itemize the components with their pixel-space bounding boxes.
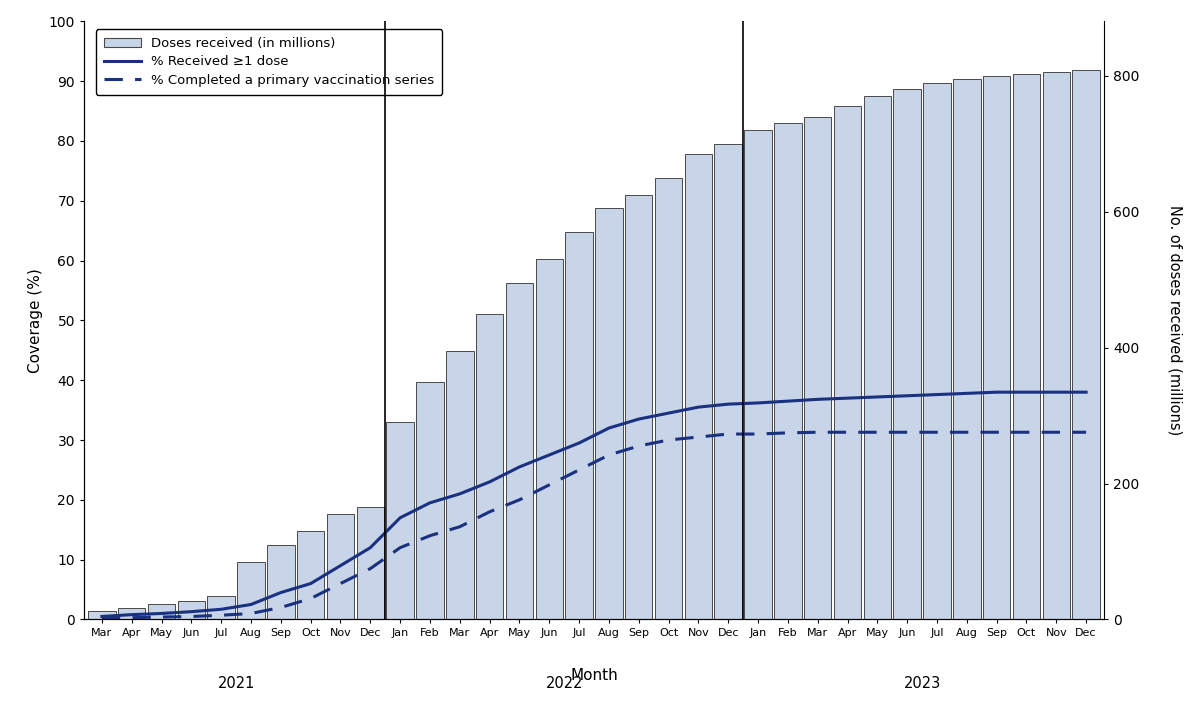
Bar — [744, 130, 772, 619]
Bar — [505, 283, 533, 619]
Bar — [655, 178, 683, 619]
X-axis label: Month: Month — [570, 669, 618, 684]
Bar — [834, 106, 862, 619]
Bar — [178, 601, 205, 619]
Bar — [595, 209, 623, 619]
Bar — [894, 89, 920, 619]
Bar — [88, 611, 115, 619]
Bar — [535, 259, 563, 619]
Bar — [923, 83, 950, 619]
Bar — [625, 194, 653, 619]
Bar — [296, 531, 324, 619]
Text: 2021: 2021 — [217, 676, 254, 691]
Text: 2022: 2022 — [546, 676, 583, 691]
Bar — [148, 604, 175, 619]
Bar — [268, 545, 294, 619]
Bar — [685, 154, 712, 619]
Bar — [1013, 74, 1040, 619]
Bar — [118, 608, 145, 619]
Bar — [774, 123, 802, 619]
Bar — [238, 562, 265, 619]
Bar — [714, 144, 742, 619]
Bar — [446, 351, 474, 619]
Legend: Doses received (in millions), % Received ≥1 dose, % Completed a primary vaccinat: Doses received (in millions), % Received… — [96, 29, 442, 95]
Bar — [983, 75, 1010, 619]
Bar — [804, 117, 832, 619]
Bar — [326, 514, 354, 619]
Y-axis label: Coverage (%): Coverage (%) — [28, 268, 43, 373]
Text: 2023: 2023 — [904, 676, 941, 691]
Bar — [208, 596, 235, 619]
Bar — [356, 507, 384, 619]
Bar — [476, 313, 503, 619]
Bar — [864, 96, 892, 619]
Bar — [953, 79, 980, 619]
Y-axis label: No. of doses received (millions): No. of doses received (millions) — [1168, 205, 1182, 436]
Bar — [416, 382, 444, 619]
Bar — [1043, 73, 1070, 619]
Bar — [565, 232, 593, 619]
Bar — [1073, 70, 1100, 619]
Bar — [386, 422, 414, 619]
